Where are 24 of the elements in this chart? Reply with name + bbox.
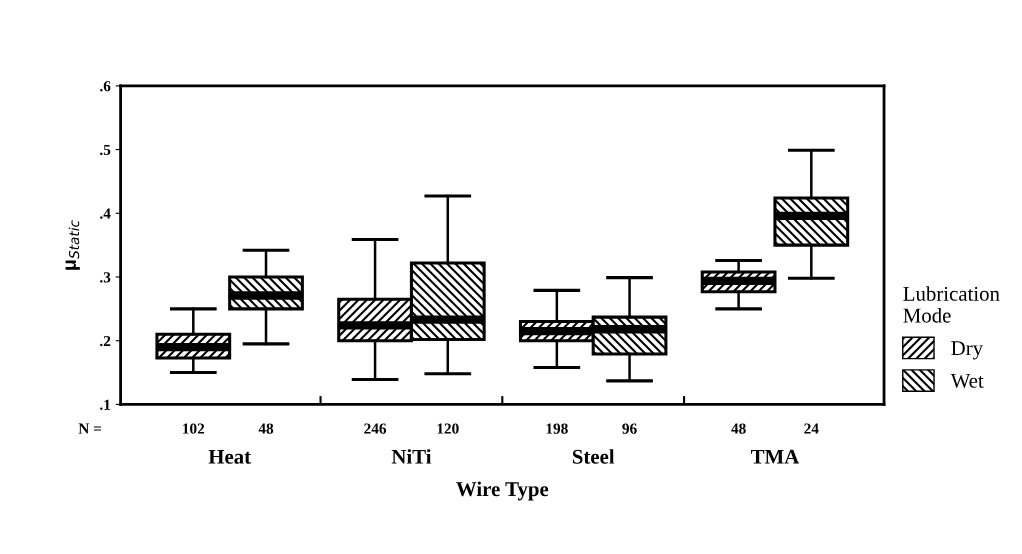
legend-label: Dry bbox=[951, 341, 984, 360]
text: 198 bbox=[546, 423, 568, 434]
x-tick-label: Heat bbox=[208, 449, 251, 464]
y-tick-label: .5 bbox=[100, 144, 111, 156]
y-axis-title: μ$_{Static}$ bbox=[65, 220, 80, 270]
y-tick-label: .2 bbox=[100, 335, 111, 347]
legend-title: Lubrication Mode bbox=[903, 286, 1000, 323]
text: 48 bbox=[258, 423, 274, 434]
text: 48 bbox=[731, 423, 746, 434]
text: 24 bbox=[804, 423, 819, 434]
y-tick-label: .3 bbox=[100, 272, 111, 283]
x-tick-label: NiTi bbox=[391, 449, 432, 464]
legend-label: Wet bbox=[950, 373, 984, 388]
text: 102 bbox=[183, 423, 205, 434]
x-axis-title: Wire Type bbox=[456, 481, 549, 501]
text: 120 bbox=[437, 423, 459, 434]
x-tick-label: Steel bbox=[572, 449, 615, 464]
x-tick-label: TMA bbox=[750, 449, 800, 464]
y-tick-label: .4 bbox=[100, 208, 111, 219]
y-tick-label: .6 bbox=[100, 81, 111, 92]
text: 96 bbox=[622, 423, 637, 434]
text: 246 bbox=[364, 423, 387, 434]
y-tick-label: .1 bbox=[100, 399, 111, 410]
text: N = bbox=[78, 423, 101, 434]
